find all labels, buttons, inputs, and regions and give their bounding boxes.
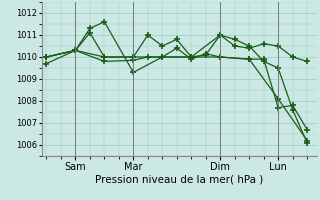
X-axis label: Pression niveau de la mer( hPa ): Pression niveau de la mer( hPa ) (95, 174, 263, 184)
